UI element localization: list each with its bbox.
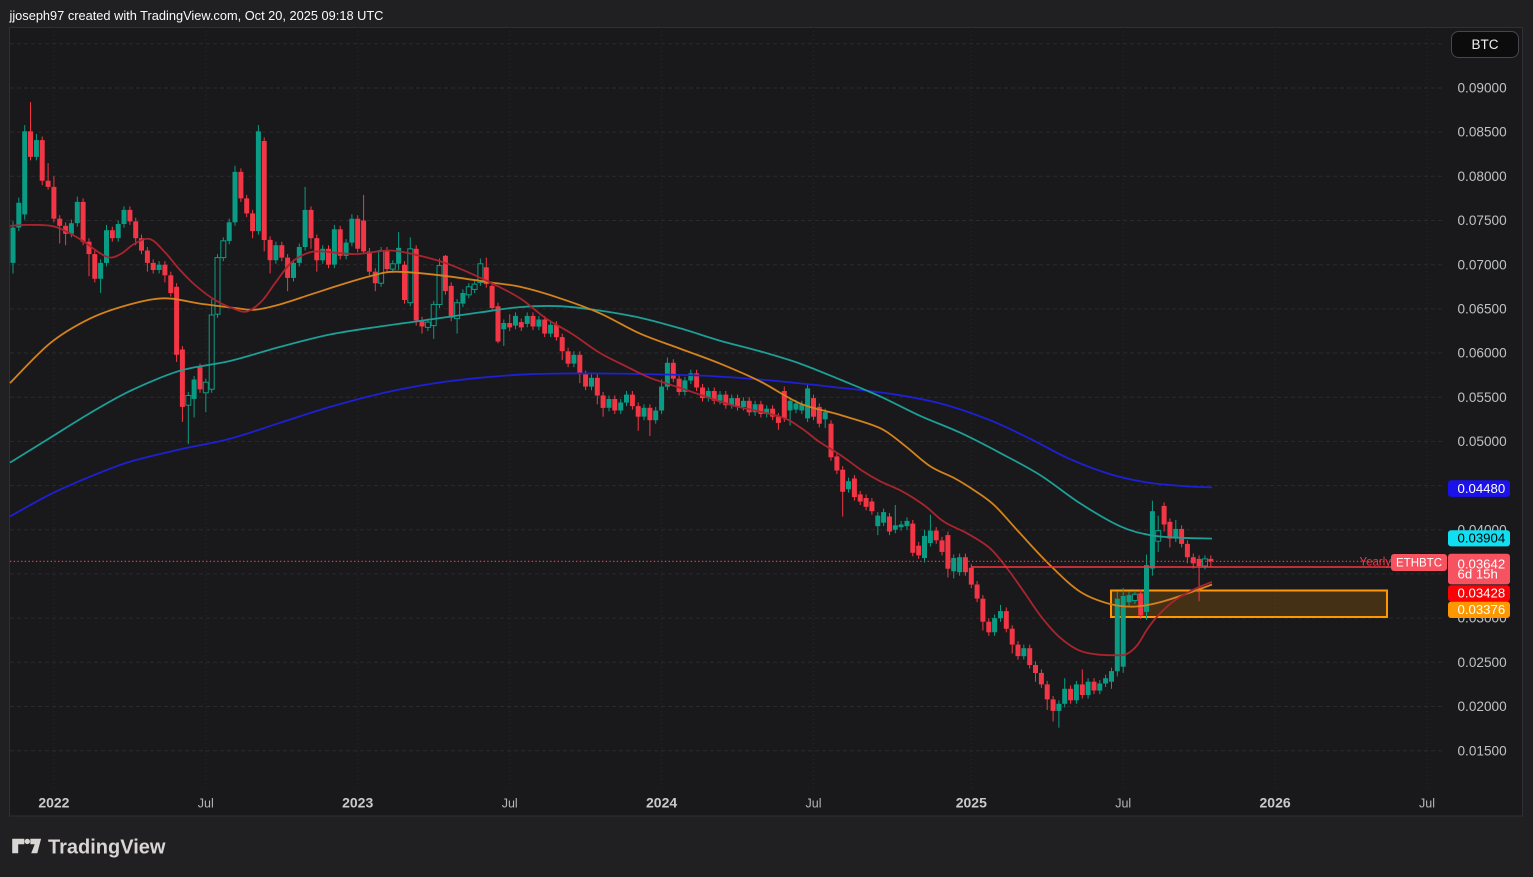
svg-text:2026: 2026	[1260, 795, 1291, 811]
svg-text:0.03376: 0.03376	[1458, 602, 1506, 617]
svg-text:2025: 2025	[956, 795, 987, 811]
svg-text:2022: 2022	[38, 795, 69, 811]
svg-text:0.03642: 0.03642	[1458, 556, 1506, 571]
svg-text:TradingView: TradingView	[48, 837, 166, 859]
svg-text:ETHBTC: ETHBTC	[1396, 558, 1442, 570]
svg-text:0.05000: 0.05000	[1458, 434, 1508, 449]
svg-text:jjoseph97 created with Trading: jjoseph97 created with TradingView.com, …	[9, 8, 384, 23]
svg-text:Jul: Jul	[198, 797, 214, 811]
svg-text:0.01500: 0.01500	[1458, 743, 1508, 758]
svg-text:6d 15h: 6d 15h	[1458, 567, 1498, 582]
svg-text:Jul: Jul	[1115, 797, 1131, 811]
svg-text:0.08000: 0.08000	[1458, 169, 1508, 184]
svg-text:0.03904: 0.03904	[1458, 531, 1506, 546]
svg-text:0.02000: 0.02000	[1458, 699, 1508, 714]
svg-text:Jul: Jul	[806, 797, 822, 811]
svg-text:0.05500: 0.05500	[1458, 390, 1508, 405]
svg-text:0.07500: 0.07500	[1458, 213, 1508, 228]
svg-text:0.04480: 0.04480	[1458, 481, 1506, 496]
svg-text:0.06500: 0.06500	[1458, 302, 1508, 317]
svg-text:0.02500: 0.02500	[1458, 655, 1508, 670]
svg-text:0.09000: 0.09000	[1458, 81, 1508, 96]
svg-text:0.06000: 0.06000	[1458, 346, 1508, 361]
svg-text:Jul: Jul	[1419, 797, 1435, 811]
svg-text:0.03428: 0.03428	[1458, 586, 1506, 601]
svg-text:2023: 2023	[342, 795, 373, 811]
svg-text:Jul: Jul	[502, 797, 518, 811]
svg-text:2024: 2024	[646, 795, 677, 811]
svg-text:BTC: BTC	[1472, 37, 1499, 52]
svg-text:0.08500: 0.08500	[1458, 125, 1508, 140]
svg-text:Yearly: Yearly	[1359, 557, 1391, 569]
svg-text:0.07000: 0.07000	[1458, 257, 1508, 272]
